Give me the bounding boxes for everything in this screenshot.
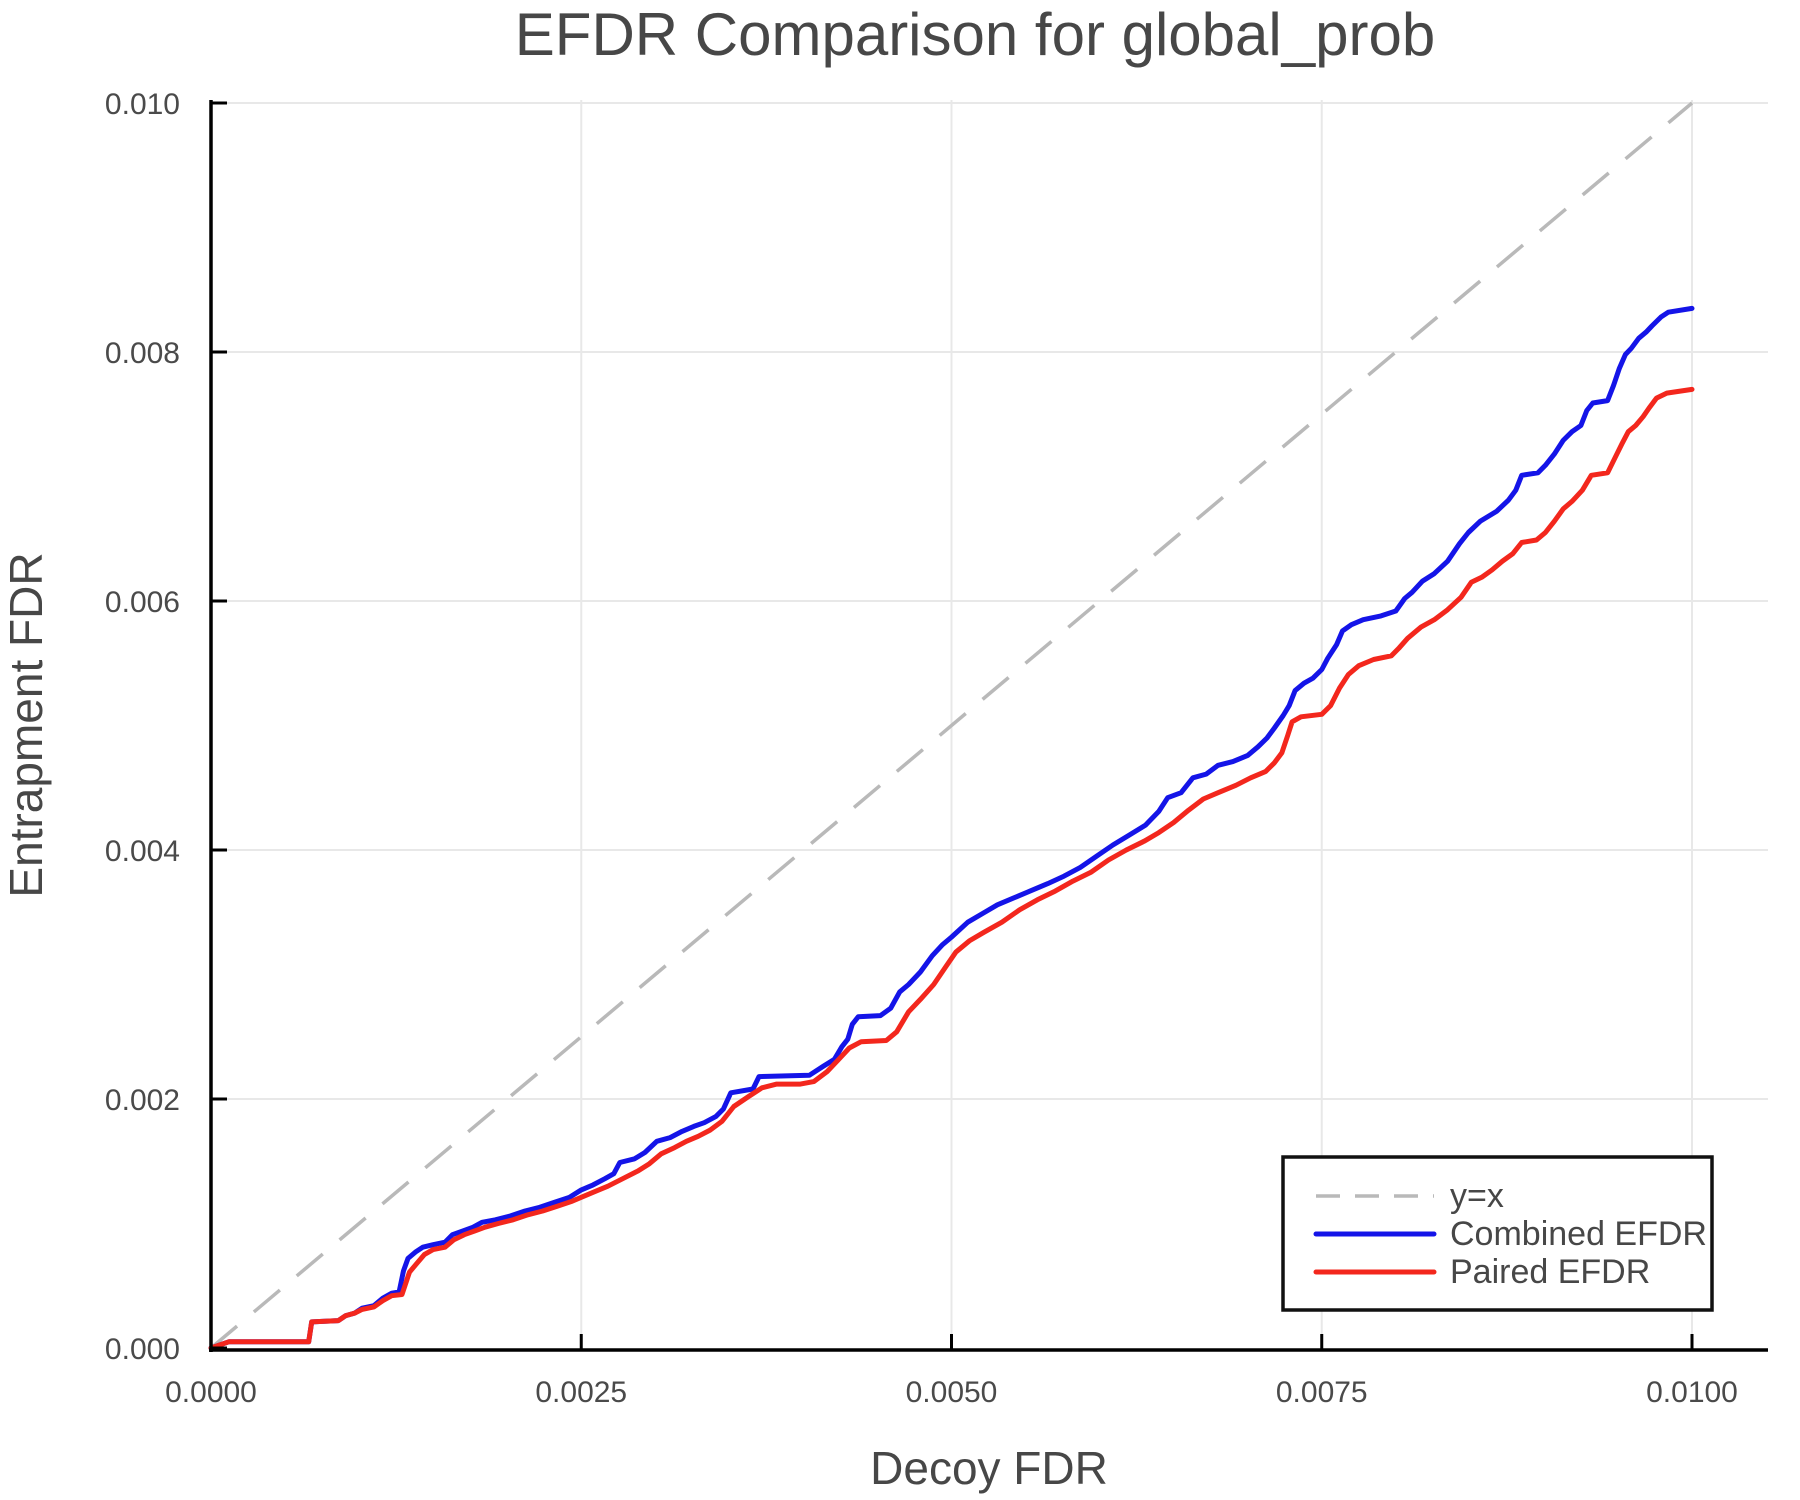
legend-item-label: Paired EFDR xyxy=(1450,1253,1650,1291)
x-axis-title: Decoy FDR xyxy=(870,1442,1108,1494)
x-tick-label: 0.0000 xyxy=(165,1376,257,1409)
y-axis-tick-labels: 0.000 0.002 0.004 0.006 0.008 0.010 xyxy=(105,88,180,1366)
legend-item-label: y=x xyxy=(1450,1177,1504,1215)
x-tick-label: 0.0100 xyxy=(1646,1376,1738,1409)
y-tick-label: 0.006 xyxy=(105,586,180,619)
data-series xyxy=(208,305,1695,1351)
y-tick-label: 0.010 xyxy=(105,88,180,121)
axes xyxy=(209,100,1768,1352)
chart-title: EFDR Comparison for global_prob xyxy=(515,1,1435,68)
x-tick-label: 0.0075 xyxy=(1276,1376,1368,1409)
x-axis-tick-labels: 0.0000 0.0025 0.0050 0.0075 0.0100 xyxy=(165,1376,1738,1409)
legend-item-label: Combined EFDR xyxy=(1450,1215,1707,1253)
gridlines xyxy=(211,100,1768,1350)
series-line-paired-efdr xyxy=(208,386,1695,1351)
y-equals-x-line xyxy=(209,101,1694,1350)
y-tick-label: 0.008 xyxy=(105,337,180,370)
x-tick-label: 0.0025 xyxy=(535,1376,627,1409)
x-tick-label: 0.0050 xyxy=(906,1376,998,1409)
y-tick-label: 0.000 xyxy=(105,1333,180,1366)
y-axis-title: Entrapment FDR xyxy=(0,552,52,897)
diagonal-reference-line xyxy=(209,101,1694,1350)
series-line-combined-efdr xyxy=(208,305,1695,1351)
y-tick-label: 0.004 xyxy=(105,835,180,868)
y-tick-label: 0.002 xyxy=(105,1084,180,1117)
